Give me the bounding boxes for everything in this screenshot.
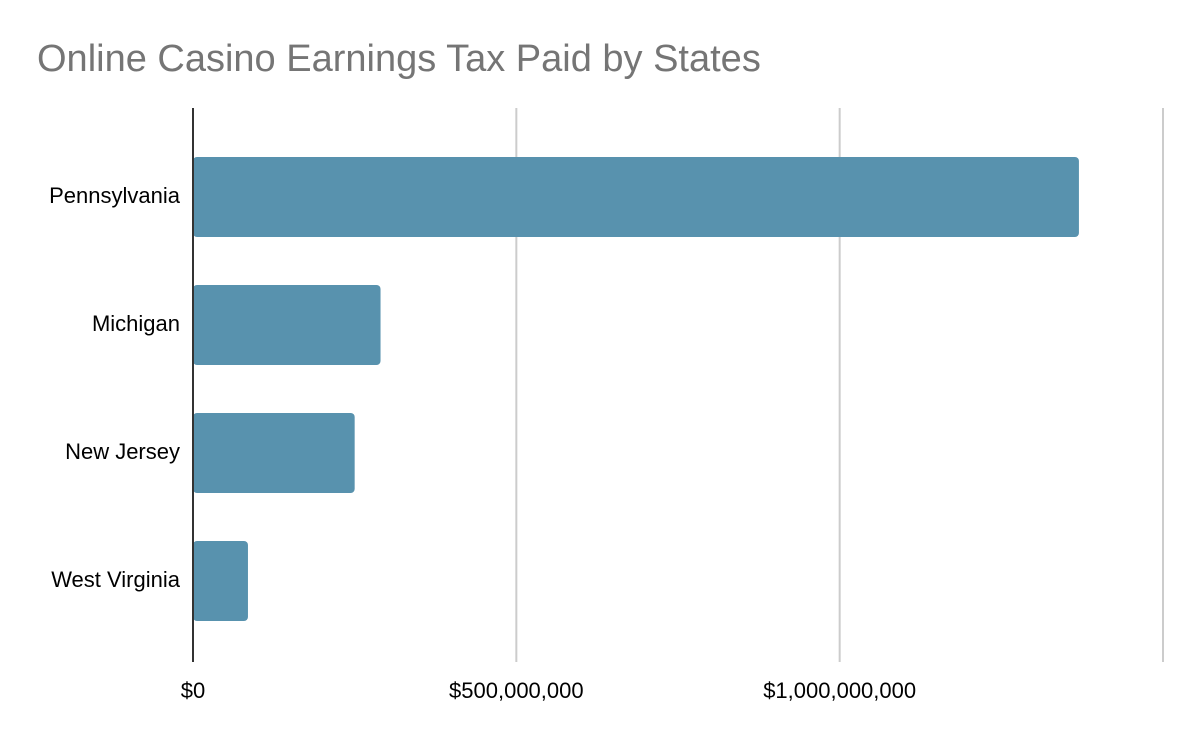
x-tick-label: $1,000,000,000	[763, 678, 916, 703]
category-label: West Virginia	[51, 567, 181, 592]
category-label: New Jersey	[65, 439, 180, 464]
category-label: Michigan	[92, 311, 180, 336]
chart-title: Online Casino Earnings Tax Paid by State…	[37, 38, 761, 80]
bar	[193, 157, 1079, 237]
bar	[193, 541, 248, 621]
bar	[193, 285, 381, 365]
x-tick-label: $0	[181, 678, 205, 703]
x-tick-label: $500,000,000	[449, 678, 584, 703]
category-label: Pennsylvania	[49, 183, 181, 208]
bar	[193, 413, 355, 493]
